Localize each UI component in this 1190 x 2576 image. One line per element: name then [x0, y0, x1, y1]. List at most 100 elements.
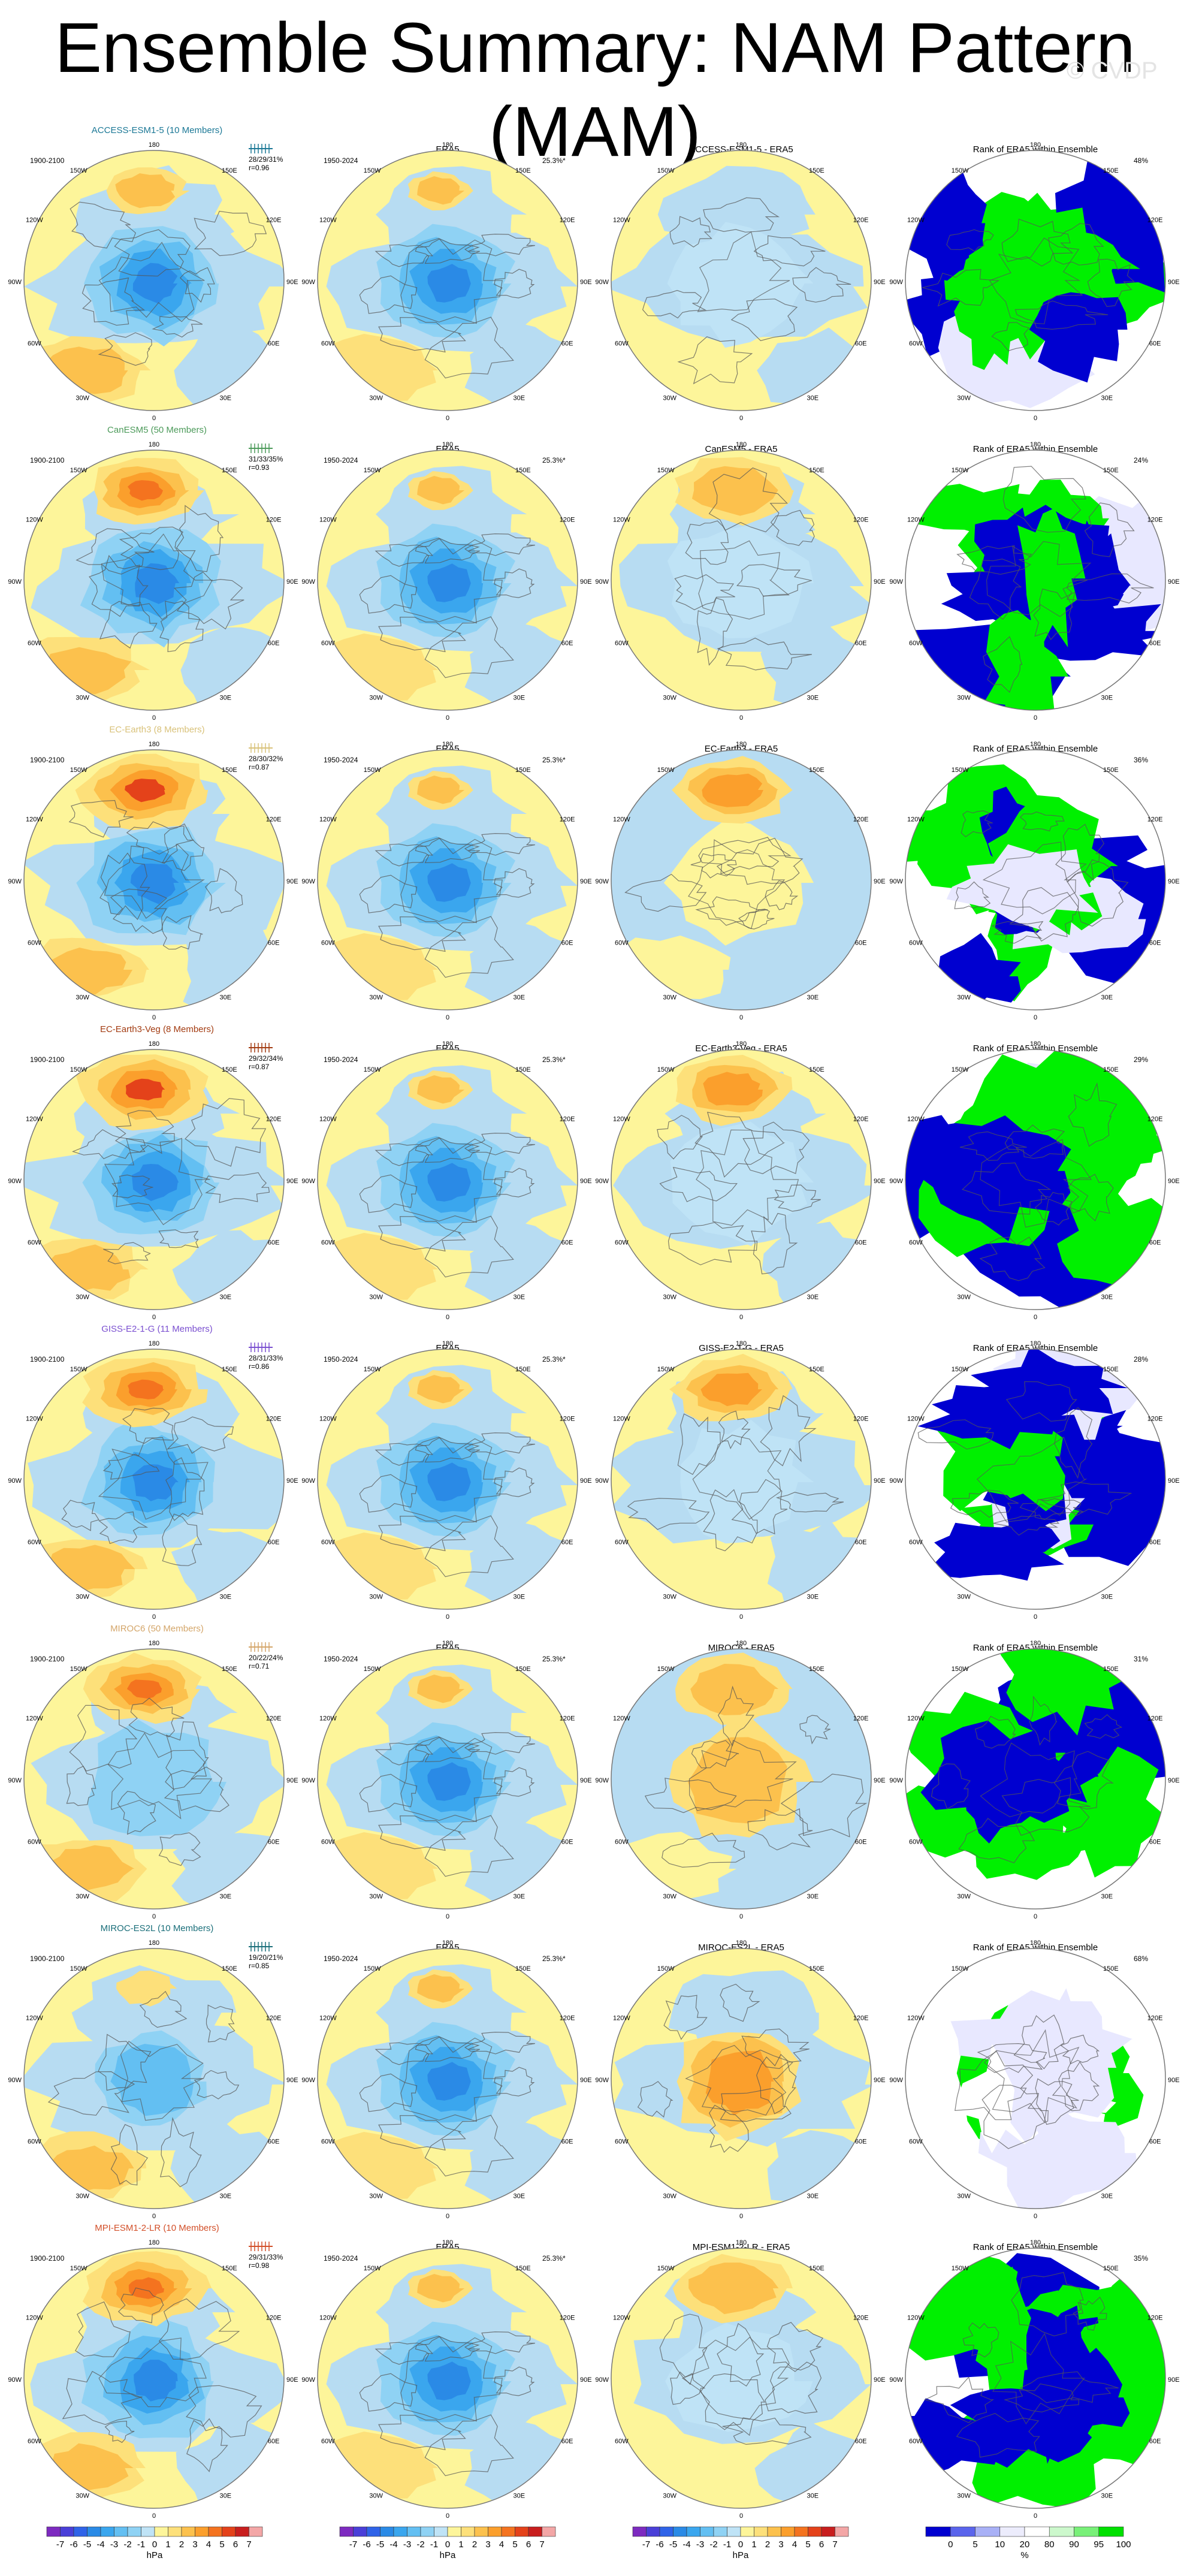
map-border [611, 1648, 872, 1910]
coastline [663, 1995, 708, 2040]
map-tick-label: 30E [220, 695, 232, 702]
difference-title: MPI-ESM1-2-LR - ERA5 [693, 2242, 790, 2252]
negative-core [687, 1737, 787, 1824]
map-tick-label: 30W [75, 1294, 89, 1301]
map-tick-label: 120W [907, 2014, 925, 2022]
coastline [99, 601, 158, 649]
coastline [696, 598, 733, 666]
coastline [688, 839, 786, 930]
map-tick-label: 90E [580, 1178, 592, 1185]
coastline [980, 1139, 1092, 1228]
map-tick-label: 60W [321, 2438, 335, 2445]
map-tick-label: 0 [152, 1014, 156, 1021]
coastline [173, 571, 244, 630]
map-tick-label: 120E [853, 216, 869, 224]
colorbar-swatch [754, 2526, 768, 2537]
negative-band [657, 165, 816, 256]
map-tick-label: 120E [1147, 1115, 1163, 1123]
map-tick-label: 150W [952, 467, 969, 474]
map-tick-label: 60E [561, 2138, 573, 2146]
map-tick-label: 0 [1034, 415, 1037, 422]
map-tick-label: 30W [957, 2493, 971, 2500]
coastline [424, 316, 514, 379]
map-tick-label: 60E [1149, 340, 1161, 348]
rank-percent: 36% [1134, 756, 1148, 764]
colorbar-swatch [168, 2526, 182, 2537]
map-tick-label: 30W [75, 395, 89, 402]
map-tick-label: 150W [364, 467, 381, 474]
rank-panel: Rank of ERA5 within Ensemble 28% 180 150W 15… [889, 1340, 1179, 1621]
map-tick-label: 90W [8, 1477, 22, 1485]
coastline [624, 873, 707, 912]
map-tick-label: 30W [75, 1893, 89, 1901]
coastline [959, 1131, 1027, 1161]
model-period: 1900-2100 [30, 1055, 65, 1064]
coastline [424, 1515, 514, 1577]
map-tick-label: 150W [657, 2265, 675, 2272]
coastline [770, 509, 815, 546]
coastline [974, 1715, 1016, 1749]
coastline [117, 1791, 156, 1835]
coastline [917, 1419, 994, 1450]
coastline [742, 1121, 810, 1174]
map-tick-label: 0 [739, 1613, 743, 1621]
map-border [23, 1648, 285, 1910]
coastline [642, 289, 707, 319]
map-tick-label: 90E [286, 1477, 298, 1485]
colorbar-swatch [339, 2526, 354, 2537]
colorbar-swatch [1074, 2526, 1100, 2537]
model-title: CanESM5 (50 Members) [107, 425, 207, 435]
pacific-lobe [128, 1379, 164, 1399]
colorbar-tick-label: 7 [539, 2539, 544, 2550]
coastline [415, 1137, 481, 1163]
map-tick-label: 180 [442, 741, 453, 748]
map-tick-label: 150W [952, 767, 969, 774]
map-tick-label: 150W [70, 1366, 87, 1373]
map-tick-label: 60W [28, 940, 41, 947]
map-tick-label: 60E [855, 940, 867, 947]
map-tick-label: 180 [1030, 1939, 1041, 1947]
coastline [98, 2034, 152, 2091]
row-4: EC-Earth3-Veg (8 Members) 1900-2100 29/32/… [8, 1024, 1179, 1321]
colorbar-swatch [794, 2526, 808, 2537]
coastline [700, 2373, 766, 2436]
coastline [179, 267, 215, 303]
map-border [905, 150, 1166, 411]
coastline [122, 1407, 174, 1444]
coastline [81, 277, 146, 326]
pacific-lobe [128, 2277, 164, 2299]
map-fill-layers [24, 1965, 284, 2209]
map-tick-label: 30W [663, 994, 676, 1002]
colorbar-swatch [1049, 2526, 1074, 2537]
map-border [23, 1948, 285, 2209]
map-border [23, 450, 285, 711]
model-variance: 28/31/33% [249, 1354, 283, 1362]
map-border [317, 1049, 578, 1310]
coastline [158, 2298, 240, 2360]
map-fill-layers [611, 1652, 814, 1902]
map-border [905, 1948, 1166, 2209]
colorbar-tick-label: 1 [165, 2539, 170, 2550]
map-border [905, 450, 1166, 711]
coastline [681, 2336, 790, 2420]
map-tick-label: 150E [222, 467, 237, 474]
map-tick-label: 0 [1034, 2213, 1037, 2220]
coastline [110, 888, 168, 934]
map-tick-label: 90E [1168, 878, 1180, 885]
colorbar-tick-label: 80 [1044, 2539, 1055, 2550]
map-tick-label: 90W [301, 578, 315, 586]
coastline [75, 528, 155, 575]
map-tick-label: 120W [907, 816, 925, 823]
coastline [703, 1489, 758, 1552]
rank-panel: Rank of ERA5 within Ensemble 31% 180 150W 15… [889, 1640, 1179, 1920]
map-tick-label: 30E [807, 2193, 819, 2200]
map-tick-label: 60W [615, 1539, 629, 1546]
map-tick-label: 120E [1147, 2314, 1163, 2321]
coastline [415, 2036, 481, 2062]
model-panel: MIROC-ES2L (10 Members) 1900-2100 19/20/21… [8, 1923, 298, 2220]
colorbar-tick-label: -4 [389, 2539, 397, 2550]
coastline [696, 1129, 799, 1226]
coastline [494, 269, 535, 298]
coastline [741, 2028, 810, 2070]
